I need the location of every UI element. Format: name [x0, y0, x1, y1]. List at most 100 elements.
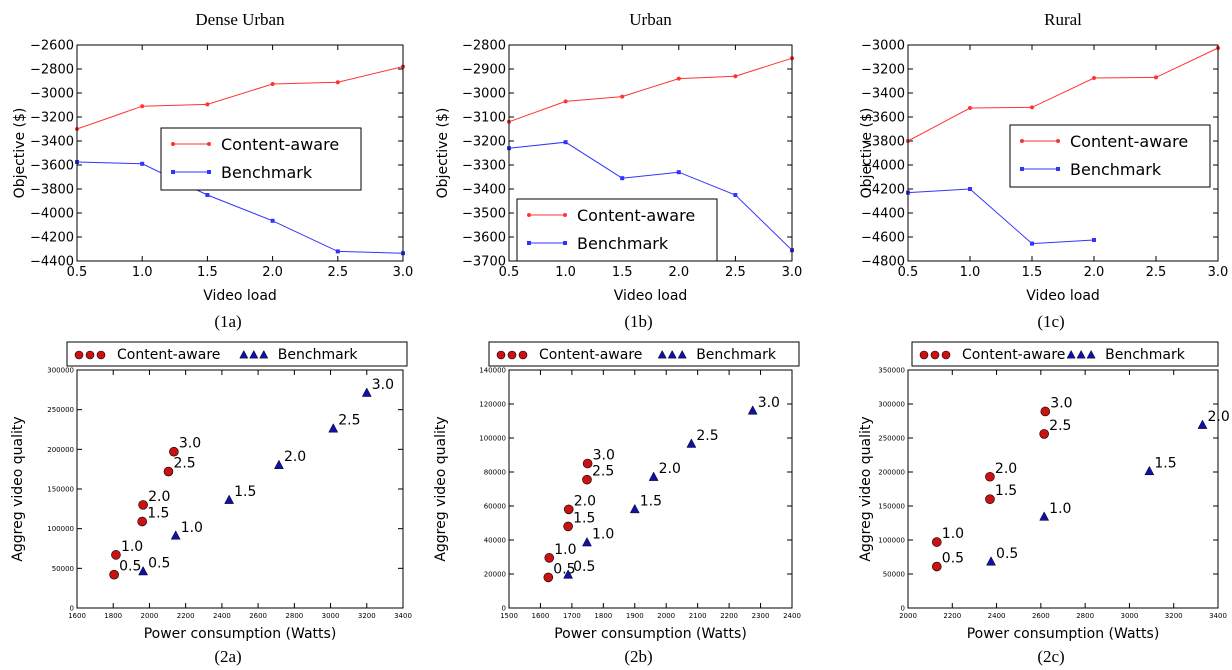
chart-1c: Rural 0.5 1.0 1.5 2.0 2.5 3.0 −3000 −3200 −3400 −3…: [859, 10, 1228, 331]
chart-2a: 1600 1800 2000 2200 2400 2600 2800 3000 3200 3400…: [10, 341, 412, 666]
x-tick-label: 1.5: [197, 265, 218, 280]
x-axis-label: Power consumption (Watts): [967, 626, 1160, 642]
x-tick-label: 1.5: [1022, 265, 1043, 280]
point-label: 2.0: [995, 461, 1017, 477]
x-tick-label: 2.5: [327, 265, 348, 280]
point-label: 2.5: [173, 456, 195, 472]
figure-caption: (1c): [1037, 312, 1064, 331]
x-tick-label: 2300: [752, 612, 770, 620]
x-tick-label: 3.0: [782, 265, 803, 280]
x-tick-label: 3400: [394, 612, 412, 620]
line-point: [1154, 75, 1158, 80]
legend-label: Content-aware: [539, 347, 642, 363]
point-label: 0.5: [148, 556, 170, 572]
point-label: 1.5: [640, 493, 662, 509]
y-tick-label: 350000: [878, 366, 905, 374]
x-tick-label: 2600: [1032, 612, 1050, 620]
legend-box: [911, 341, 1219, 367]
series-benchmark: 0.5 1.0 1.5 2.0: [986, 409, 1230, 566]
legend-marker: [207, 170, 211, 174]
series-benchmark: 0.51.01.52.02.53.0: [138, 377, 394, 576]
point-label: 1.0: [121, 539, 143, 555]
legend-marker: [1066, 349, 1076, 359]
line-point: [335, 80, 340, 85]
scatter-point: [274, 459, 284, 469]
point-label: 2.5: [592, 464, 614, 480]
y-tick-label: −3800: [30, 183, 74, 198]
point-label: 2.5: [338, 413, 360, 429]
y-tick-label: −3600: [861, 111, 905, 126]
scatter-point: [1197, 419, 1208, 429]
scatter-point: [563, 569, 574, 579]
scatter-point: [169, 446, 179, 457]
series-line: [76, 66, 404, 130]
line-point: [563, 99, 568, 104]
line-point: [140, 161, 145, 166]
figure-caption: (2a): [214, 647, 241, 666]
line-point: [563, 140, 568, 145]
x-tick-label: 3200: [358, 612, 376, 620]
x-tick-label: 3400: [1209, 612, 1227, 620]
line-point: [270, 218, 275, 223]
scatter-point: [648, 471, 659, 481]
y-tick-label: −3100: [462, 111, 506, 126]
scatter-point: [985, 494, 995, 505]
y-tick-label: −3200: [30, 111, 74, 126]
line-point: [733, 74, 738, 79]
y-tick-label: 60000: [484, 502, 506, 510]
chart-2b: 1500 1600 1700 1800 1900 2000 2100 2200 2300 2400…: [433, 341, 801, 666]
y-tick-label: −3500: [462, 207, 506, 222]
series-content-aware: 0.5 1.0 1.5 2.0 2.5 3.0: [931, 395, 1073, 572]
scatter-point: [931, 561, 942, 572]
y-tick-label: −4200: [861, 183, 905, 198]
x-tick-label: 1600: [68, 612, 86, 620]
point-label: 1.5: [234, 484, 256, 500]
legend-marker: [657, 349, 667, 359]
series-content-aware: [75, 64, 405, 131]
x-axis-label: Video load: [203, 288, 277, 304]
point-label: 1.0: [1049, 501, 1071, 517]
line-point: [620, 94, 625, 99]
x-tick-label: 1.5: [612, 265, 633, 280]
legend-label: Benchmark: [278, 347, 359, 363]
legend-box: [516, 198, 718, 262]
y-tick-label: −4400: [30, 255, 74, 270]
x-tick-label: 1.0: [960, 265, 981, 280]
scatter-point: [1144, 465, 1155, 476]
y-tick-label: −4600: [861, 231, 905, 246]
scatter-point: [138, 500, 148, 510]
legend-box: [488, 341, 800, 367]
point-label: 1.5: [995, 483, 1017, 499]
scatter-point: [109, 569, 119, 580]
y-tick-label: 200000: [878, 468, 905, 476]
legend-label: Content-aware: [577, 206, 695, 225]
x-axis-label: Power consumption (Watts): [554, 626, 747, 642]
line-point: [1030, 105, 1034, 110]
x-tick-label: 3200: [1165, 612, 1183, 620]
scatter-point: [582, 458, 593, 469]
scatter-point: [629, 503, 640, 514]
x-tick-label: 0.5: [499, 265, 520, 280]
plot-frame: [508, 369, 793, 609]
line-point: [620, 176, 625, 181]
legend-label: Benchmark: [1105, 347, 1186, 363]
series-line: [508, 141, 793, 251]
x-axis-label: Video load: [1026, 288, 1100, 304]
legend-marker: [74, 350, 84, 360]
x-tick-label: 2400: [783, 612, 801, 620]
line-point: [1030, 241, 1034, 246]
legend-marker: [171, 170, 175, 174]
point-label: 1.5: [1154, 455, 1176, 471]
y-tick-label: −3400: [462, 183, 506, 198]
y-tick-label: 150000: [878, 502, 905, 510]
series-content-aware: [906, 46, 1220, 143]
x-tick-label: 1700: [563, 612, 581, 620]
x-tick-label: 1.0: [555, 265, 576, 280]
y-tick-label: 120000: [479, 400, 506, 408]
legend-marker: [941, 350, 951, 360]
y-tick-label: 0: [70, 604, 74, 612]
legend-marker: [518, 350, 528, 360]
legend-label: Benchmark: [1070, 160, 1162, 179]
series-benchmark: 0.51.01.52.02.53.0: [563, 395, 780, 579]
series-line: [907, 188, 1095, 245]
